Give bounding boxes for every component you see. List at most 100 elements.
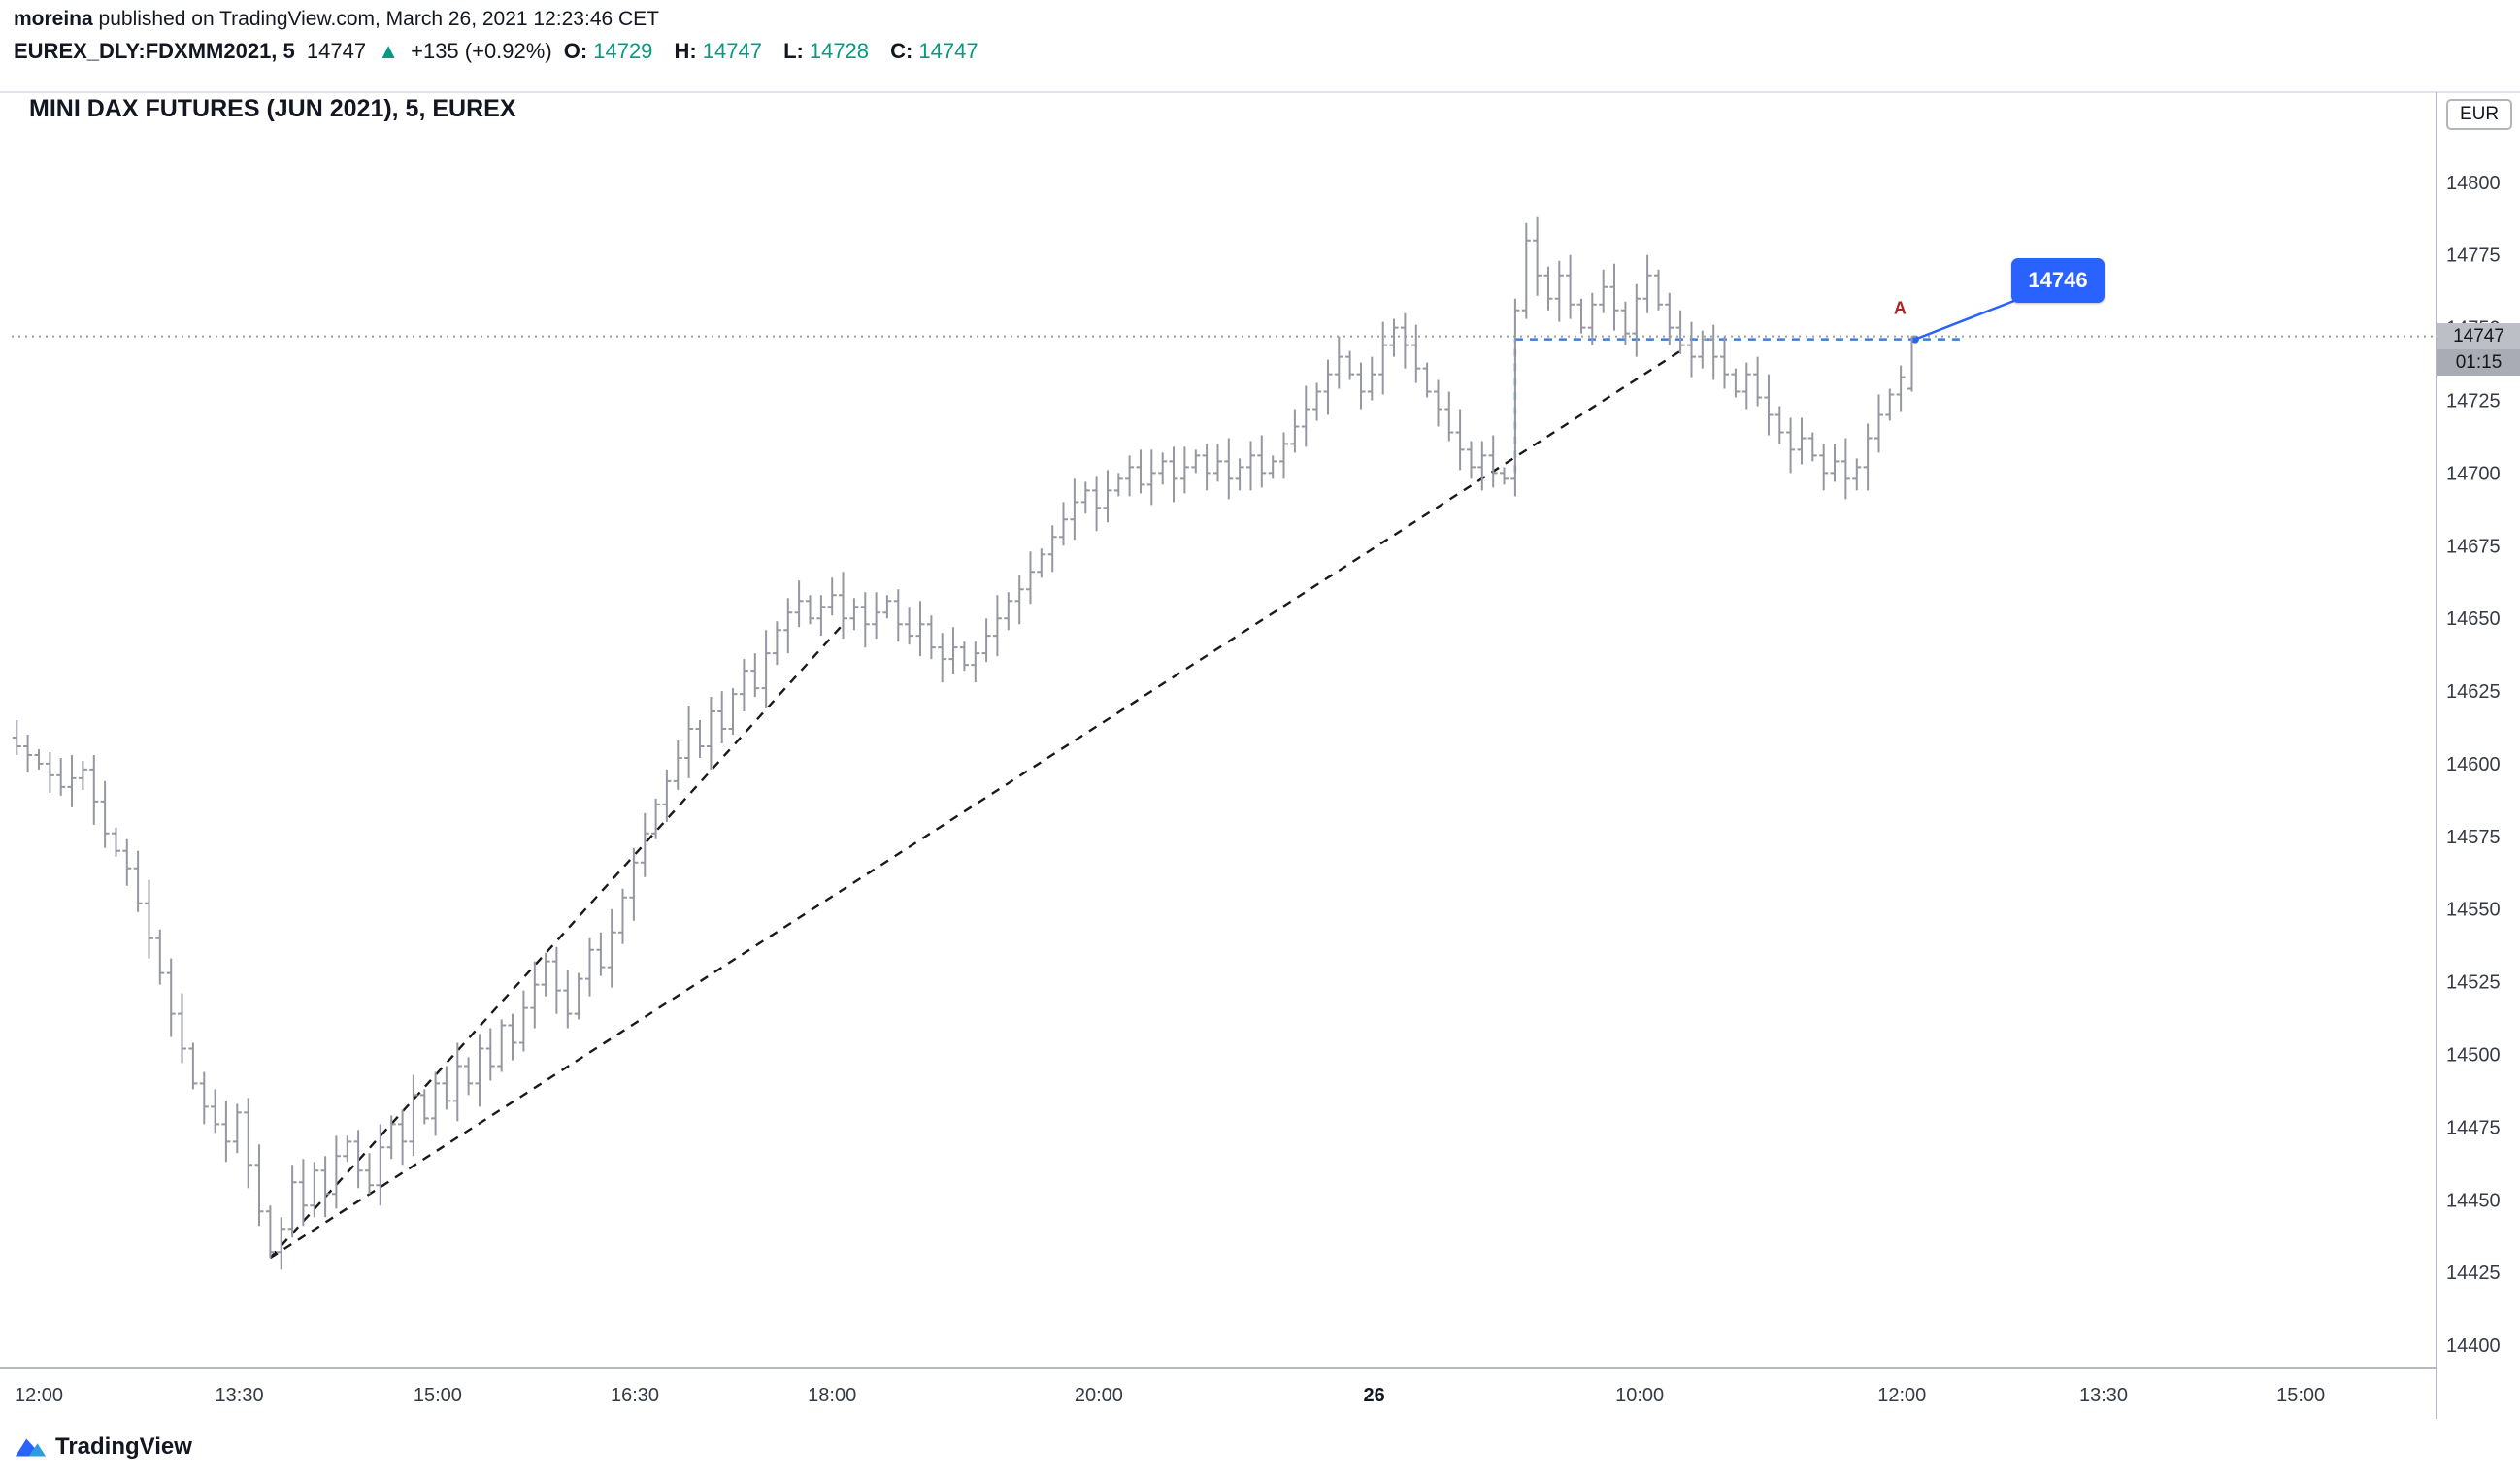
ohlc-bar [1136, 449, 1145, 494]
close-label: C: [890, 39, 913, 63]
ohlc-bar [905, 607, 914, 645]
ohlc-bar [618, 888, 627, 944]
ohlc-bar [386, 1115, 396, 1160]
ohlc-bar [475, 1034, 484, 1107]
ohlc-bar [518, 990, 528, 1052]
ohlc-bar [1092, 476, 1102, 532]
ohlc-bar [23, 735, 33, 772]
ohlc-bar [1819, 444, 1829, 491]
ohlc-bar [1257, 435, 1267, 488]
time-tick-label: 15:00 [414, 1385, 462, 1406]
ohlc-bar [992, 595, 1002, 657]
ohlc-bar [1642, 254, 1652, 313]
ohlc-bar [1334, 336, 1343, 389]
ohlc-bar [1687, 321, 1696, 378]
symbol-name: EUREX_DLY:FDXMM2021, 5 [14, 39, 295, 63]
ohlc-bar [1268, 455, 1277, 479]
ohlc-bar [948, 627, 958, 674]
ohlc-bar [419, 1089, 429, 1125]
ohlc-bar [398, 1109, 408, 1166]
ohlc-bar [1543, 266, 1553, 311]
ohlc-bar [508, 1013, 517, 1061]
price-tick-label: 14425 [2446, 1263, 2501, 1284]
publish-byline: moreina published on TradingView.com, Ma… [14, 8, 659, 31]
ohlc-bar [1907, 335, 1916, 392]
ohlc-bar [1367, 356, 1376, 401]
ohlc-bar [783, 598, 793, 654]
up-arrow-icon: ▲ [378, 39, 399, 63]
ohlc-bar [1698, 330, 1708, 369]
price-tick-label: 14725 [2446, 391, 2501, 412]
price-tick-label: 14800 [2446, 173, 2501, 194]
ohlc-bar [34, 749, 44, 770]
bar-countdown: 01:15 [2437, 349, 2520, 376]
currency-button[interactable]: EUR [2446, 99, 2513, 130]
ohlc-bar [1774, 406, 1784, 444]
price-tick-label: 14475 [2446, 1117, 2501, 1138]
ohlc-bar [1840, 438, 1850, 500]
ohlc-bar [839, 572, 847, 640]
ohlc-bar [1720, 336, 1729, 389]
ohlc-bar [1764, 374, 1774, 436]
ohlc-bar [353, 1130, 363, 1189]
ohlc-bar [431, 1071, 441, 1136]
ohlc-bar [673, 740, 682, 790]
ohlc-bar [1246, 441, 1255, 491]
close-value: 14747 [918, 39, 978, 63]
time-tick-label: 20:00 [1075, 1385, 1123, 1406]
ohlc-bar [959, 641, 969, 672]
time-tick-label: 13:30 [2079, 1385, 2128, 1406]
symbol-ohlc-row: EUREX_DLY:FDXMM2021, 5 14747 ▲ +135 (+0.… [14, 39, 994, 64]
ohlc-bar [629, 847, 639, 921]
current-price-label: 14747 [2437, 323, 2520, 349]
ohlc-bar [1191, 449, 1201, 474]
time-tick-label: 26 [1363, 1385, 1384, 1406]
ohlc-bar [409, 1074, 418, 1157]
open-value: 14729 [593, 39, 653, 63]
ohlc-bars [12, 216, 1916, 1270]
ohlc-bar [452, 1042, 462, 1122]
ohlc-bar [971, 641, 980, 683]
ohlc-bar [244, 1098, 253, 1189]
ohlc-bar [1510, 298, 1520, 497]
ohlc-bar [1576, 298, 1586, 334]
ohlc-bar [1477, 441, 1487, 491]
ohlc-bar [1654, 269, 1663, 311]
price-callout-bubble[interactable]: 14746 [2011, 258, 2105, 303]
ohlc-bar [1224, 438, 1234, 500]
ohlc-bar [750, 653, 760, 698]
ohlc-bar [761, 630, 771, 708]
ohlc-bar [1852, 458, 1862, 491]
tradingview-logo-text: TradingView [55, 1433, 192, 1460]
ohlc-bar [188, 1042, 198, 1090]
ohlc-bar [915, 601, 925, 657]
high-pair: H: 14747 [675, 39, 768, 63]
ohlc-bar [1411, 324, 1421, 383]
ohlc-bar [1026, 551, 1035, 605]
ohlc-bar [1753, 356, 1763, 407]
ohlc-bar [78, 761, 87, 790]
price-change: +135 (+0.92%) [411, 39, 552, 63]
annotation-point-marker[interactable] [1910, 335, 1919, 344]
ohlc-bar [1488, 435, 1498, 488]
annotation-a-label[interactable]: A [1894, 299, 1907, 318]
ohlc-bar [112, 827, 120, 857]
ohlc-bar [849, 598, 859, 631]
price-tick-label: 14525 [2446, 972, 2501, 994]
price-tick-label: 14775 [2446, 246, 2501, 267]
ohlc-bar [551, 946, 561, 1014]
chart-title-watermark: MINI DAX FUTURES (JUN 2021), 5, EUREX [29, 95, 516, 122]
time-tick-label: 12:00 [1877, 1385, 1926, 1406]
trendline-drawing[interactable] [269, 349, 1681, 1260]
ohlc-bar [464, 1057, 474, 1096]
trendline-drawing[interactable] [269, 623, 845, 1259]
ohlc-bar [1323, 359, 1333, 415]
ohlc-bar [1675, 310, 1685, 354]
callout-connector-line [1914, 297, 2020, 341]
ohlc-bar [1213, 444, 1222, 482]
ohlc-bar [1807, 432, 1817, 462]
ohlc-bar [882, 595, 892, 619]
price-tick-label: 14400 [2446, 1335, 2501, 1357]
